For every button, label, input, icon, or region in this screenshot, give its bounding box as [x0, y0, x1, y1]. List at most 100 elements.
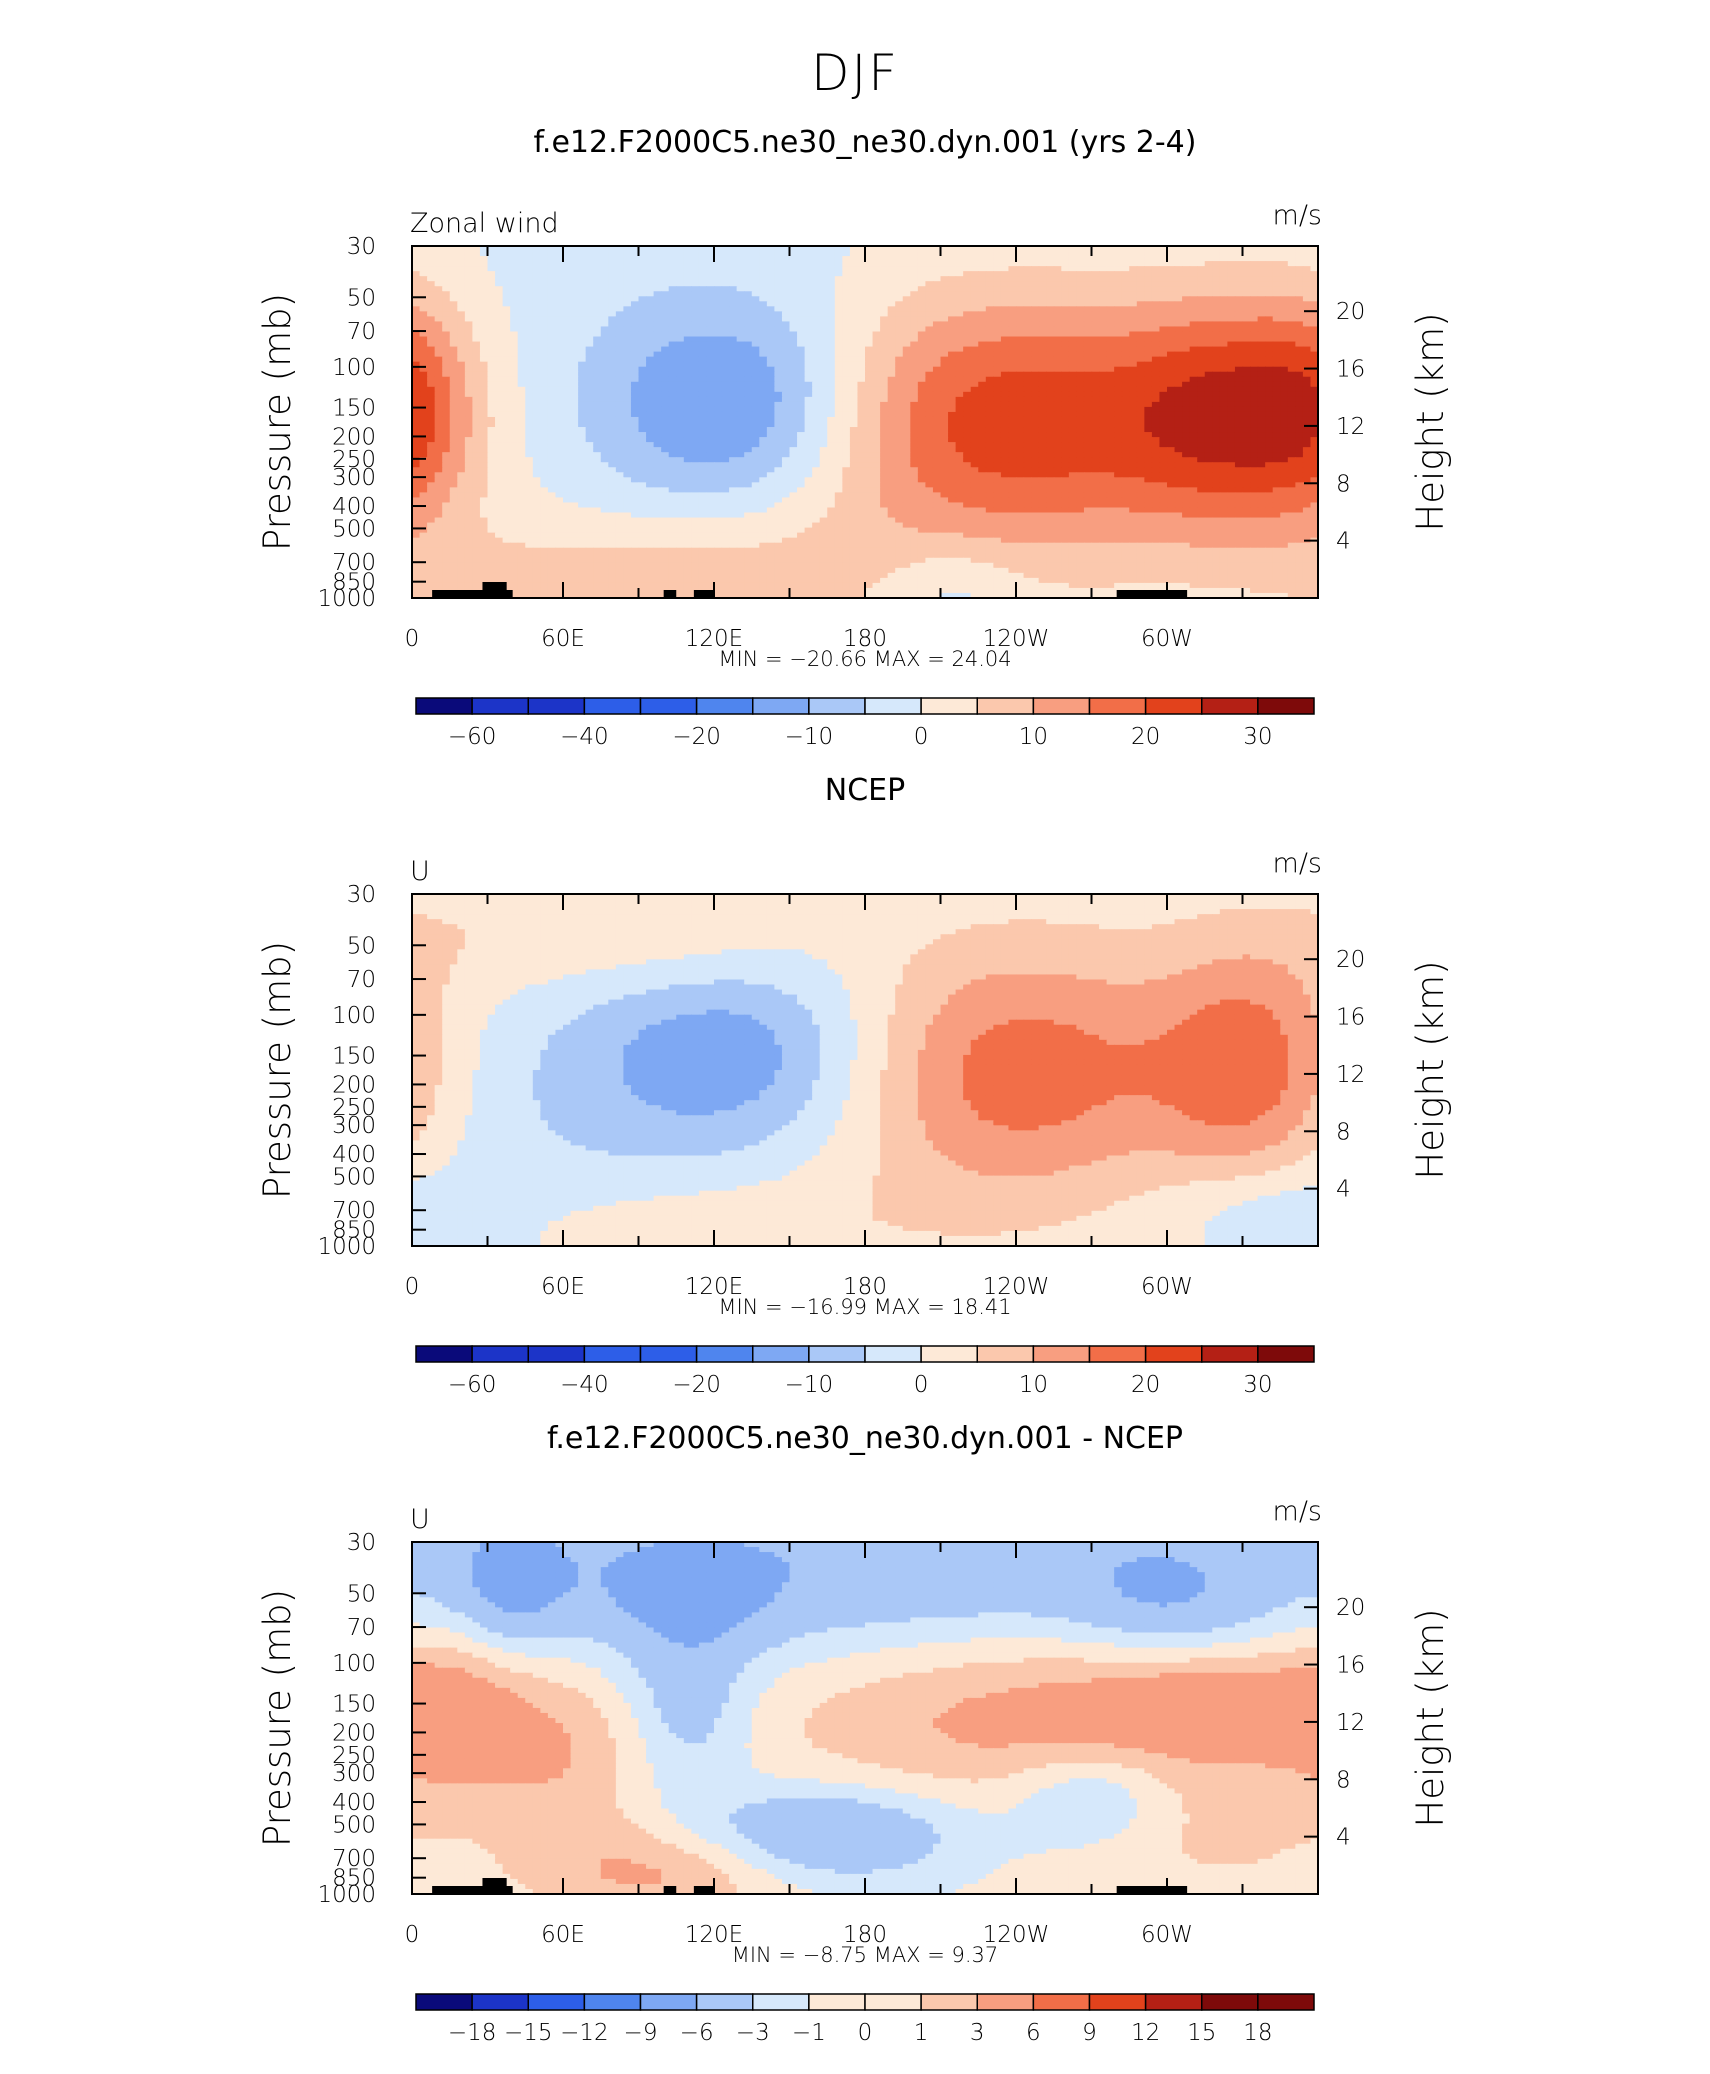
heatmap-cell — [547, 326, 557, 333]
heatmap-cell — [955, 291, 964, 297]
heatmap-cell — [412, 291, 421, 297]
heatmap-cell — [1083, 437, 1093, 443]
heatmap-cell — [766, 401, 775, 408]
heatmap-cell — [555, 261, 564, 267]
heatmap-cell — [510, 321, 519, 328]
heatmap-cell — [593, 336, 602, 343]
heatmap-cell — [872, 291, 881, 297]
heatmap-cell — [623, 396, 632, 403]
heatmap-cell — [1174, 306, 1183, 312]
heatmap-cell — [955, 356, 964, 363]
heatmap-cell — [774, 381, 783, 388]
heatmap-cell — [532, 321, 541, 328]
heatmap-cell — [721, 427, 730, 433]
heatmap-cell — [1302, 396, 1312, 403]
heatmap-cell — [1121, 341, 1130, 348]
heatmap-cell — [849, 406, 859, 413]
heatmap-cell — [1031, 386, 1040, 393]
heatmap-cell — [774, 306, 783, 312]
heatmap-cell — [963, 447, 972, 453]
heatmap-cell — [804, 447, 813, 453]
heatmap-cell — [547, 251, 557, 257]
heatmap-cell — [623, 281, 632, 287]
heatmap-cell — [1068, 371, 1077, 378]
heatmap-cell — [495, 386, 504, 393]
heatmap-cell — [691, 401, 700, 408]
heatmap-cell — [683, 286, 692, 292]
heatmap-cell — [1204, 331, 1213, 338]
heatmap-cell — [502, 361, 511, 368]
panel-1: f.e12.F2000C5.ne30_ne30.dyn.001 (yrs 2-4… — [256, 125, 1452, 750]
heatmap-cell — [495, 411, 504, 418]
heatmap-cell — [714, 411, 723, 418]
heatmap-cell — [706, 442, 715, 448]
heatmap-cell — [1272, 416, 1281, 423]
heatmap-cell — [751, 391, 760, 398]
heatmap-cell — [495, 301, 504, 307]
heatmap-cell — [1046, 256, 1055, 262]
heatmap-cell — [1053, 301, 1062, 307]
heatmap-cell — [978, 416, 987, 423]
heatmap-cell — [540, 331, 549, 338]
heatmap-cell — [1000, 437, 1010, 443]
heatmap-cell — [487, 386, 496, 393]
heatmap-cell — [887, 432, 896, 438]
heatmap-cell — [925, 316, 934, 323]
heatmap-cell — [789, 437, 798, 443]
heatmap-cell — [487, 437, 496, 443]
heatmap-cell — [1272, 311, 1281, 317]
heatmap-cell — [766, 251, 775, 257]
heatmap-cell — [917, 411, 926, 418]
heatmap-cell — [698, 291, 708, 297]
heatmap-cell — [623, 366, 632, 373]
heatmap-cell — [827, 271, 836, 277]
heatmap-cell — [865, 246, 874, 252]
heatmap-cell — [495, 261, 504, 267]
heatmap-cell — [993, 256, 1002, 262]
heatmap-cell — [842, 306, 851, 312]
heatmap-cell — [419, 356, 428, 363]
heatmap-cell — [714, 286, 723, 292]
heatmap-cell — [1061, 261, 1070, 267]
heatmap-cell — [993, 291, 1002, 297]
heatmap-cell — [781, 336, 791, 343]
heatmap-cell — [1099, 376, 1108, 383]
heatmap-cell — [1053, 437, 1062, 443]
heatmap-cell — [1151, 432, 1161, 438]
heatmap-cell — [797, 396, 806, 403]
heatmap-cell — [570, 406, 579, 413]
heatmap-cell — [510, 331, 519, 338]
heatmap-cell — [827, 306, 836, 312]
heatmap-cell — [819, 391, 828, 398]
heatmap-cell — [563, 256, 572, 262]
heatmap-cell — [865, 356, 874, 363]
heatmap-cell — [1053, 432, 1062, 438]
heatmap-cell — [1038, 396, 1047, 403]
heatmap-cell — [630, 396, 640, 403]
heatmap-cell — [1136, 256, 1145, 262]
heatmap-cell — [1250, 427, 1259, 433]
heatmap-cell — [555, 361, 564, 368]
heatmap-cell — [751, 416, 760, 423]
heatmap-cell — [1000, 251, 1010, 257]
heatmap-cell — [683, 246, 692, 252]
heatmap-cell — [1031, 422, 1040, 428]
heatmap-cell — [1250, 336, 1259, 343]
heatmap-cell — [668, 251, 677, 257]
heatmap-cell — [517, 361, 526, 368]
heatmap-cell — [427, 366, 436, 373]
heatmap-cell — [932, 381, 942, 388]
heatmap-cell — [985, 246, 994, 252]
heatmap-cell — [1068, 416, 1077, 423]
heatmap-cell — [1106, 427, 1115, 433]
heatmap-cell — [683, 256, 692, 262]
heatmap-cell — [608, 346, 617, 353]
heatmap-cell — [1046, 306, 1055, 312]
heatmap-cell — [880, 276, 889, 282]
heatmap-cell — [812, 427, 821, 433]
heatmap-cell — [993, 356, 1002, 363]
heatmap-cell — [668, 341, 677, 348]
heatmap-cell — [978, 396, 987, 403]
heatmap-cell — [1280, 422, 1289, 428]
heatmap-cell — [774, 411, 783, 418]
